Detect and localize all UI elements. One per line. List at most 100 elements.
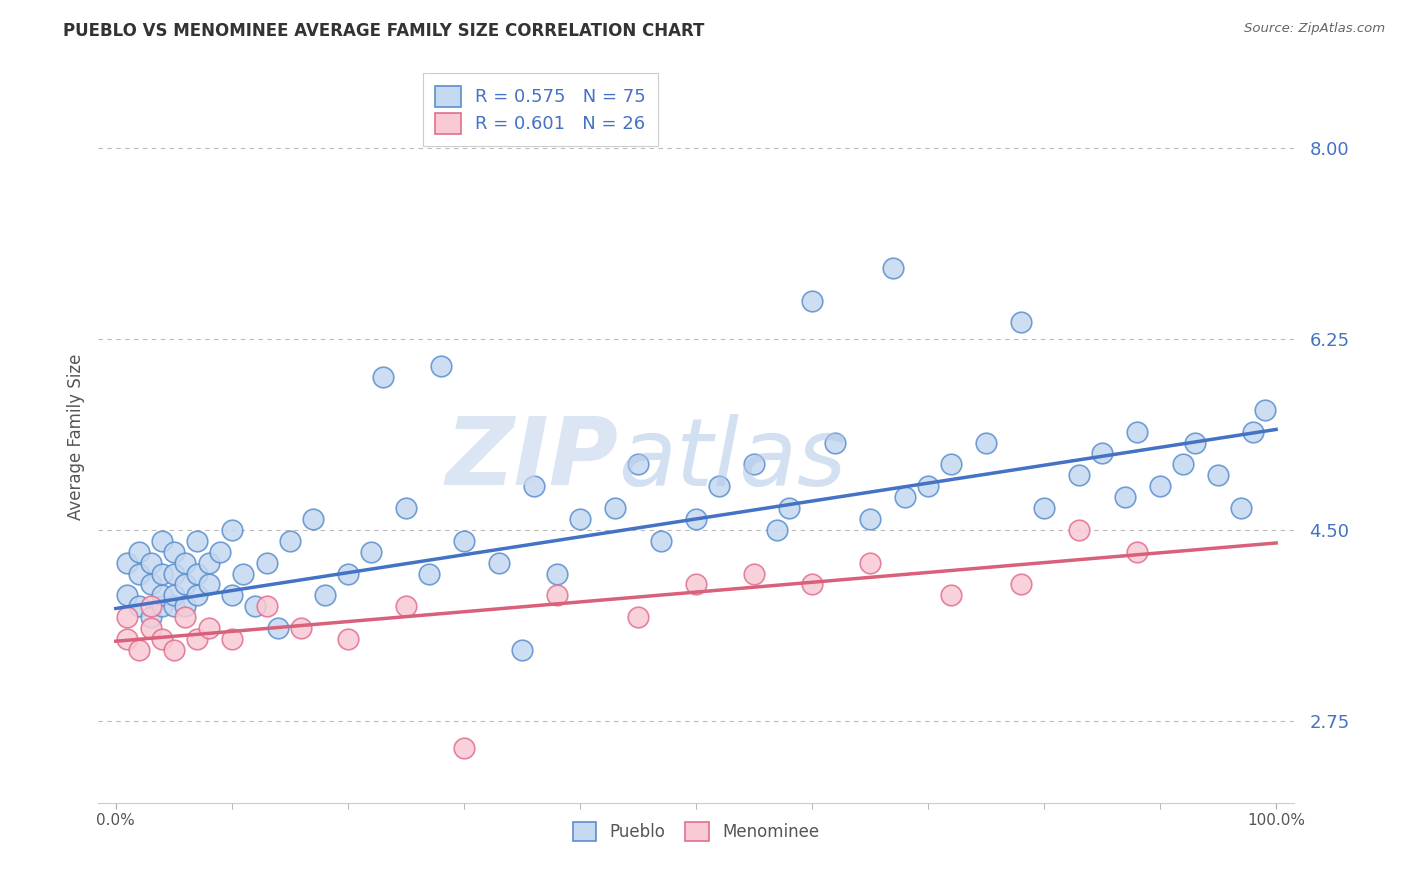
Point bbox=[1126, 425, 1149, 439]
Point bbox=[801, 293, 824, 308]
Point bbox=[186, 566, 208, 581]
Point bbox=[117, 556, 139, 570]
Point bbox=[546, 588, 568, 602]
Point bbox=[488, 556, 510, 570]
Point bbox=[371, 370, 394, 384]
Point bbox=[1241, 425, 1264, 439]
Point bbox=[221, 632, 243, 646]
Point bbox=[1149, 479, 1171, 493]
Point bbox=[941, 458, 963, 472]
Point bbox=[1091, 446, 1114, 460]
Point bbox=[186, 588, 208, 602]
Point bbox=[128, 643, 150, 657]
Point bbox=[941, 588, 963, 602]
Point bbox=[128, 545, 150, 559]
Point bbox=[685, 577, 707, 591]
Point bbox=[418, 566, 440, 581]
Point bbox=[150, 632, 173, 646]
Point bbox=[1067, 468, 1090, 483]
Point bbox=[221, 523, 243, 537]
Point bbox=[1010, 577, 1032, 591]
Point bbox=[267, 621, 290, 635]
Point bbox=[302, 512, 325, 526]
Point bbox=[174, 610, 197, 624]
Point bbox=[453, 533, 475, 548]
Point bbox=[174, 599, 197, 614]
Text: PUEBLO VS MENOMINEE AVERAGE FAMILY SIZE CORRELATION CHART: PUEBLO VS MENOMINEE AVERAGE FAMILY SIZE … bbox=[63, 22, 704, 40]
Point bbox=[395, 501, 418, 516]
Point bbox=[336, 566, 359, 581]
Point bbox=[163, 599, 186, 614]
Point bbox=[709, 479, 731, 493]
Point bbox=[139, 556, 162, 570]
Point bbox=[197, 577, 219, 591]
Point bbox=[766, 523, 789, 537]
Point bbox=[221, 588, 243, 602]
Point bbox=[186, 632, 208, 646]
Point bbox=[894, 490, 917, 504]
Point bbox=[232, 566, 254, 581]
Point bbox=[139, 599, 162, 614]
Point bbox=[742, 566, 765, 581]
Point bbox=[1184, 435, 1206, 450]
Point bbox=[859, 556, 882, 570]
Point bbox=[243, 599, 266, 614]
Point bbox=[174, 577, 197, 591]
Point bbox=[139, 577, 162, 591]
Point bbox=[1173, 458, 1195, 472]
Point bbox=[1067, 523, 1090, 537]
Point bbox=[150, 533, 173, 548]
Point bbox=[128, 566, 150, 581]
Point bbox=[801, 577, 824, 591]
Point bbox=[139, 621, 162, 635]
Point bbox=[1033, 501, 1056, 516]
Point bbox=[882, 260, 904, 275]
Point bbox=[209, 545, 232, 559]
Point bbox=[395, 599, 418, 614]
Point bbox=[627, 458, 650, 472]
Point bbox=[256, 599, 278, 614]
Point bbox=[163, 545, 186, 559]
Point bbox=[510, 643, 533, 657]
Point bbox=[1206, 468, 1229, 483]
Point bbox=[603, 501, 626, 516]
Point bbox=[974, 435, 997, 450]
Point bbox=[117, 588, 139, 602]
Point bbox=[139, 610, 162, 624]
Point bbox=[163, 588, 186, 602]
Point bbox=[917, 479, 939, 493]
Point bbox=[117, 632, 139, 646]
Point bbox=[1126, 545, 1149, 559]
Point bbox=[1114, 490, 1136, 504]
Point bbox=[278, 533, 301, 548]
Point bbox=[150, 599, 173, 614]
Point bbox=[314, 588, 336, 602]
Text: ZIP: ZIP bbox=[446, 413, 619, 505]
Point bbox=[650, 533, 672, 548]
Point bbox=[429, 359, 451, 373]
Point bbox=[197, 621, 219, 635]
Y-axis label: Average Family Size: Average Family Size bbox=[66, 354, 84, 520]
Point bbox=[197, 556, 219, 570]
Point bbox=[685, 512, 707, 526]
Point bbox=[150, 566, 173, 581]
Point bbox=[1010, 315, 1032, 329]
Point bbox=[742, 458, 765, 472]
Point bbox=[163, 566, 186, 581]
Point bbox=[568, 512, 591, 526]
Point bbox=[128, 599, 150, 614]
Point bbox=[453, 741, 475, 756]
Text: Source: ZipAtlas.com: Source: ZipAtlas.com bbox=[1244, 22, 1385, 36]
Point bbox=[859, 512, 882, 526]
Point bbox=[360, 545, 382, 559]
Text: atlas: atlas bbox=[619, 414, 846, 505]
Point bbox=[778, 501, 800, 516]
Point bbox=[546, 566, 568, 581]
Point bbox=[150, 588, 173, 602]
Point bbox=[186, 533, 208, 548]
Point bbox=[824, 435, 846, 450]
Point bbox=[163, 643, 186, 657]
Point bbox=[1230, 501, 1253, 516]
Point bbox=[256, 556, 278, 570]
Point bbox=[336, 632, 359, 646]
